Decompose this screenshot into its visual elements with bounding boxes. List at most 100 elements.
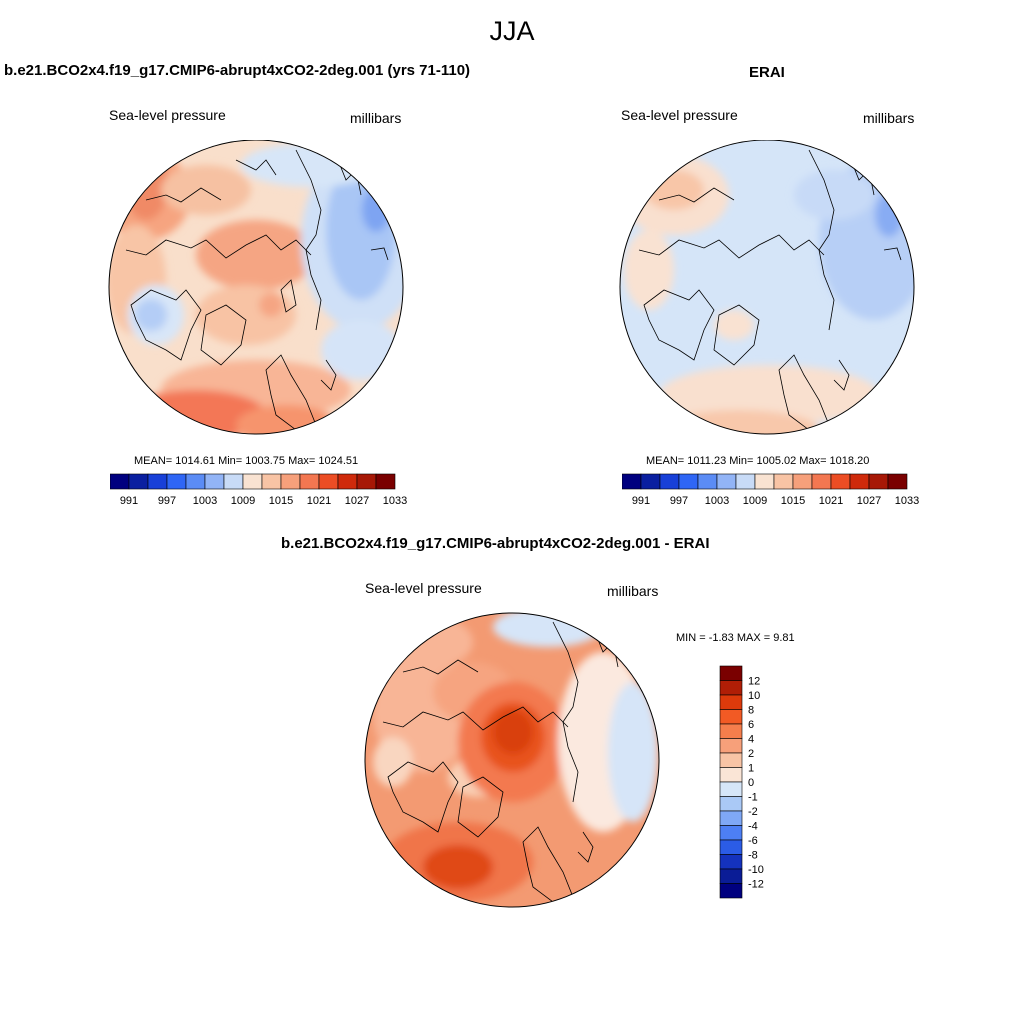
colorbar-tick-label: 1033 <box>383 495 407 507</box>
colorbar-swatch <box>719 738 743 754</box>
map-model-border <box>108 140 404 435</box>
colorbar-tick-label: 1021 <box>819 495 843 507</box>
colorbar-swatch <box>868 473 889 490</box>
colorbar-swatch <box>719 665 743 681</box>
colorbar-swatch <box>166 473 187 490</box>
colorbar-tick-label: 1003 <box>705 495 729 507</box>
colorbar-swatch <box>719 767 743 783</box>
colorbar-swatch <box>280 473 301 490</box>
colorbar-tick-label: 4 <box>748 734 754 746</box>
colorbar-swatch <box>792 473 813 490</box>
colorbar-swatch <box>299 473 320 490</box>
colorbar-swatch <box>375 473 396 490</box>
colorbar-tick-label: 991 <box>632 495 650 507</box>
colorbar-swatch <box>719 883 743 899</box>
panel-model-variable: Sea-level pressure <box>109 107 226 123</box>
panel-model-stats: MEAN= 1014.61 Min= 1003.75 Max= 1024.51 <box>134 455 359 467</box>
map-erai-border <box>619 140 915 435</box>
colorbar-swatch <box>128 473 149 490</box>
colorbar-swatch <box>773 473 794 490</box>
map-model-fill <box>109 140 403 434</box>
colorbar-tick-label: -2 <box>748 806 758 818</box>
colorbar-swatch <box>242 473 263 490</box>
map-diff-fill <box>365 613 659 907</box>
colorbar-tick-label: -12 <box>748 879 764 891</box>
colorbar-tick-label: -1 <box>748 792 758 804</box>
colorbar-tick-label: -8 <box>748 850 758 862</box>
colorbar-tick-label: 1009 <box>231 495 255 507</box>
colorbar-swatch <box>719 796 743 812</box>
colorbar-swatch <box>811 473 832 490</box>
colorbar-swatch <box>622 473 642 490</box>
colorbar-swatch <box>849 473 870 490</box>
panel-model-title: b.e21.BCO2x4.f19_g17.CMIP6-abrupt4xCO2-2… <box>4 62 471 79</box>
model-coastlines <box>125 149 389 431</box>
map-diff-polar <box>364 612 660 908</box>
panel-diff-stats: MIN = -1.83 MAX = 9.81 <box>676 632 795 644</box>
panel-erai-stats: MEAN= 1011.23 Min= 1005.02 Max= 1018.20 <box>646 455 870 467</box>
colorbar-swatch <box>678 473 699 490</box>
colorbar-swatch <box>719 868 743 884</box>
colorbar-swatch <box>719 854 743 870</box>
colorbar-swatch <box>719 752 743 768</box>
colorbar-tick-label: 1003 <box>193 495 217 507</box>
map-erai-fill <box>620 140 914 434</box>
panel-model-units: millibars <box>350 110 402 126</box>
colorbar-swatch <box>830 473 851 490</box>
panel-diff-title: b.e21.BCO2x4.f19_g17.CMIP6-abrupt4xCO2-2… <box>281 535 710 552</box>
colorbar-tick-label: 997 <box>158 495 176 507</box>
map-diff-border <box>364 612 660 908</box>
colorbar-swatch <box>640 473 661 490</box>
colorbar-tick-label: 6 <box>748 719 754 731</box>
colorbar-tick-label: 991 <box>120 495 138 507</box>
colorbar-swatch <box>185 473 206 490</box>
colorbar-tick-label: 1015 <box>781 495 805 507</box>
colorbar-swatch <box>716 473 737 490</box>
colorbar-swatch <box>697 473 718 490</box>
colorbar-tick-label: 1015 <box>269 495 293 507</box>
colorbar-swatch <box>719 825 743 841</box>
colorbar-tick-label: 8 <box>748 705 754 717</box>
colorbar-model: 991 997 1003 1009 1015 1021 1027 1033 <box>110 473 407 507</box>
colorbar-swatch <box>261 473 282 490</box>
colorbar-swatch <box>754 473 775 490</box>
colorbar-tick-label: 12 <box>748 676 760 688</box>
colorbar-swatch <box>147 473 168 490</box>
colorbar-swatch <box>356 473 377 490</box>
panel-erai-title: ERAI <box>749 64 785 81</box>
colorbar-tick-label: 0 <box>748 777 754 789</box>
colorbar-tick-label: 10 <box>748 690 760 702</box>
colorbar-swatch <box>110 473 130 490</box>
colorbar-tick-label: 1021 <box>307 495 331 507</box>
colorbar-swatch <box>719 709 743 725</box>
panel-erai-units: millibars <box>863 110 915 126</box>
colorbar-tick-label: 2 <box>748 748 754 760</box>
colorbar-swatch <box>337 473 358 490</box>
colorbar-tick-label: 1 <box>748 763 754 775</box>
panel-erai-variable: Sea-level pressure <box>621 107 738 123</box>
colorbar-tick-label: -4 <box>748 821 758 833</box>
colorbar-swatch <box>223 473 244 490</box>
map-model-polar <box>108 140 404 435</box>
colorbar-tick-label: 1033 <box>895 495 919 507</box>
figure-title: JJA <box>489 16 535 46</box>
colorbar-swatch <box>719 810 743 826</box>
colorbar-swatch <box>719 723 743 739</box>
colorbar-tick-label: -10 <box>748 864 764 876</box>
map-erai-polar <box>619 140 915 435</box>
panel-diff-variable: Sea-level pressure <box>365 580 482 596</box>
panel-diff-units: millibars <box>607 583 659 599</box>
colorbar-swatch <box>719 680 743 696</box>
colorbar-swatch <box>735 473 756 490</box>
colorbar-swatch <box>318 473 339 490</box>
colorbar-swatch <box>204 473 225 490</box>
colorbar-swatch <box>659 473 680 490</box>
colorbar-tick-label: -6 <box>748 835 758 847</box>
colorbar-swatch <box>887 473 908 490</box>
colorbar-tick-label: 1027 <box>345 495 369 507</box>
colorbar-tick-label: 1027 <box>857 495 881 507</box>
colorbar-swatch <box>719 781 743 797</box>
colorbar-swatch <box>719 694 743 710</box>
colorbar-tick-label: 1009 <box>743 495 767 507</box>
